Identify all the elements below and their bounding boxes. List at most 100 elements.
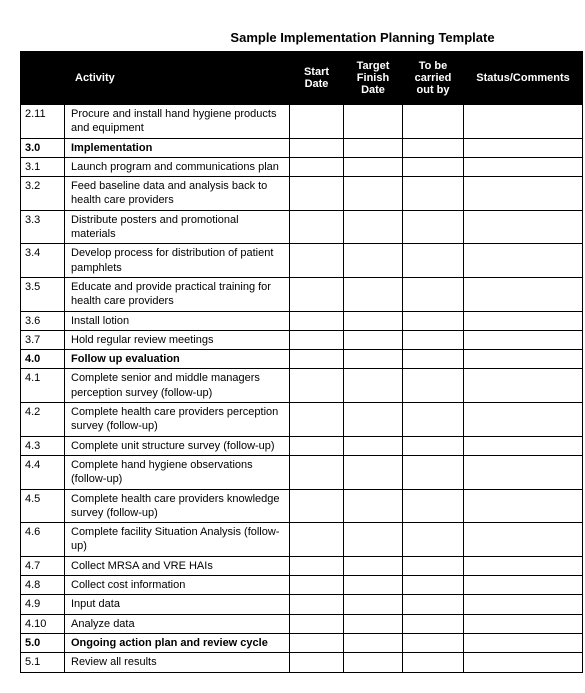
empty-cell: [403, 105, 464, 139]
empty-cell: [290, 523, 344, 557]
row-id: 4.10: [21, 614, 65, 633]
empty-cell: [290, 595, 344, 614]
row-id: 4.6: [21, 523, 65, 557]
empty-cell: [464, 403, 583, 437]
row-activity: Launch program and communications plan: [65, 157, 290, 176]
empty-cell: [464, 523, 583, 557]
empty-cell: [290, 350, 344, 369]
row-activity: Install lotion: [65, 311, 290, 330]
table-row: 3.4Develop process for distribution of p…: [21, 244, 583, 278]
empty-cell: [464, 576, 583, 595]
empty-cell: [290, 614, 344, 633]
row-id: 4.7: [21, 556, 65, 575]
row-id: 3.6: [21, 311, 65, 330]
empty-cell: [344, 436, 403, 455]
row-id: 3.4: [21, 244, 65, 278]
row-id: 5.0: [21, 633, 65, 652]
row-activity: Complete health care providers knowledge…: [65, 489, 290, 523]
row-id: 4.9: [21, 595, 65, 614]
row-id: 4.2: [21, 403, 65, 437]
row-id: 3.0: [21, 138, 65, 157]
empty-cell: [403, 350, 464, 369]
empty-cell: [290, 403, 344, 437]
empty-cell: [290, 556, 344, 575]
empty-cell: [290, 244, 344, 278]
empty-cell: [464, 633, 583, 652]
empty-cell: [464, 157, 583, 176]
empty-cell: [344, 244, 403, 278]
table-row: 3.7Hold regular review meetings: [21, 330, 583, 349]
header-row: Activity Start Date Target Finish Date T…: [21, 52, 583, 105]
table-row: 4.1Complete senior and middle managers p…: [21, 369, 583, 403]
empty-cell: [290, 157, 344, 176]
row-id: 4.4: [21, 455, 65, 489]
row-activity: Review all results: [65, 653, 290, 672]
empty-cell: [464, 455, 583, 489]
table-row: 3.0Implementation: [21, 138, 583, 157]
empty-cell: [290, 277, 344, 311]
empty-cell: [464, 350, 583, 369]
table-row: 4.6Complete facility Situation Analysis …: [21, 523, 583, 557]
row-activity: Ongoing action plan and review cycle: [65, 633, 290, 652]
col-header-finish: Target Finish Date: [344, 52, 403, 105]
empty-cell: [344, 653, 403, 672]
empty-cell: [464, 210, 583, 244]
empty-cell: [403, 653, 464, 672]
table-row: 4.2Complete health care providers percep…: [21, 403, 583, 437]
empty-cell: [464, 244, 583, 278]
empty-cell: [344, 277, 403, 311]
table-row: 4.10Analyze data: [21, 614, 583, 633]
table-row: 4.0Follow up evaluation: [21, 350, 583, 369]
empty-cell: [344, 595, 403, 614]
planning-table: Activity Start Date Target Finish Date T…: [20, 51, 583, 673]
row-activity: Complete senior and middle managers perc…: [65, 369, 290, 403]
row-id: 4.5: [21, 489, 65, 523]
empty-cell: [464, 311, 583, 330]
col-header-carried: To be carried out by: [403, 52, 464, 105]
empty-cell: [344, 403, 403, 437]
row-activity: Complete hand hygiene observations (foll…: [65, 455, 290, 489]
row-id: 3.7: [21, 330, 65, 349]
row-id: 4.3: [21, 436, 65, 455]
empty-cell: [403, 330, 464, 349]
empty-cell: [344, 350, 403, 369]
table-row: 5.1Review all results: [21, 653, 583, 672]
table-row: 4.8Collect cost information: [21, 576, 583, 595]
row-id: 4.1: [21, 369, 65, 403]
empty-cell: [290, 653, 344, 672]
empty-cell: [403, 614, 464, 633]
empty-cell: [344, 633, 403, 652]
empty-cell: [290, 436, 344, 455]
row-activity: Hold regular review meetings: [65, 330, 290, 349]
empty-cell: [290, 633, 344, 652]
empty-cell: [464, 489, 583, 523]
empty-cell: [344, 576, 403, 595]
empty-cell: [464, 556, 583, 575]
empty-cell: [403, 523, 464, 557]
empty-cell: [344, 489, 403, 523]
table-row: 4.5Complete health care providers knowle…: [21, 489, 583, 523]
empty-cell: [344, 157, 403, 176]
col-header-activity: Activity: [65, 52, 290, 105]
row-activity: Complete health care providers perceptio…: [65, 403, 290, 437]
empty-cell: [464, 105, 583, 139]
empty-cell: [464, 138, 583, 157]
row-activity: Collect MRSA and VRE HAIs: [65, 556, 290, 575]
empty-cell: [403, 556, 464, 575]
empty-cell: [403, 177, 464, 211]
row-id: 3.2: [21, 177, 65, 211]
row-activity: Educate and provide practical training f…: [65, 277, 290, 311]
row-activity: Input data: [65, 595, 290, 614]
row-activity: Implementation: [65, 138, 290, 157]
col-header-id: [21, 52, 65, 105]
empty-cell: [403, 436, 464, 455]
row-id: 4.8: [21, 576, 65, 595]
table-row: 2.11Procure and install hand hygiene pro…: [21, 105, 583, 139]
empty-cell: [344, 105, 403, 139]
table-body: 2.11Procure and install hand hygiene pro…: [21, 105, 583, 673]
col-header-status: Status/Comments: [464, 52, 583, 105]
empty-cell: [344, 556, 403, 575]
empty-cell: [290, 105, 344, 139]
empty-cell: [403, 311, 464, 330]
table-row: 4.4Complete hand hygiene observations (f…: [21, 455, 583, 489]
